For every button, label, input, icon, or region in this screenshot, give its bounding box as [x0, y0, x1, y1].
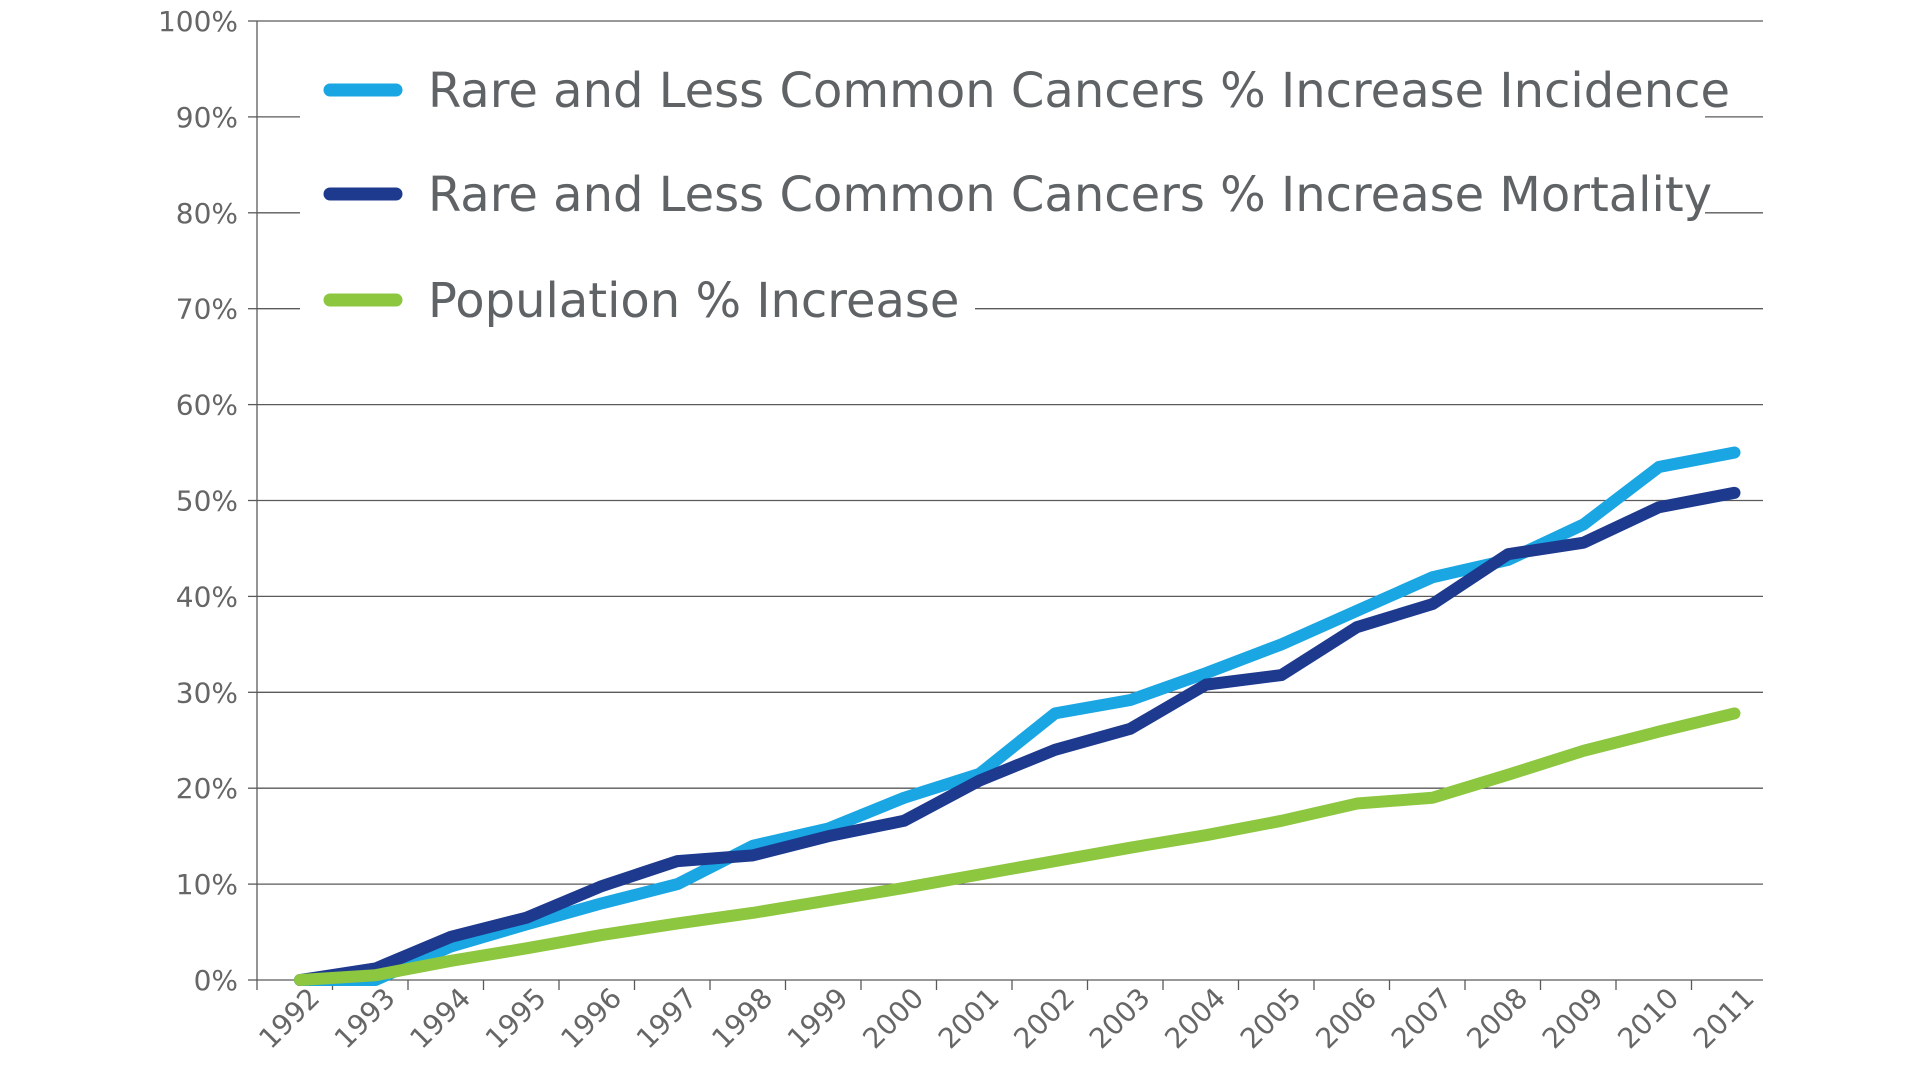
legend: Rare and Less Common Cancers % Increase … — [323, 63, 1730, 329]
x-tick-label: 2003 — [1083, 981, 1157, 1055]
x-tick-label: 1998 — [705, 981, 779, 1055]
x-tick-label: 2002 — [1007, 981, 1081, 1055]
x-tick-label: 1996 — [554, 981, 628, 1055]
y-tick-label: 0% — [194, 964, 238, 997]
y-tick-label: 100% — [158, 5, 238, 38]
x-tick-label: 2011 — [1687, 981, 1761, 1055]
series-line — [294, 446, 1741, 986]
x-tick-label: 2005 — [1234, 981, 1308, 1055]
y-tick-label: 20% — [176, 772, 238, 805]
legend-label: Rare and Less Common Cancers % Increase … — [428, 167, 1712, 223]
legend-label: Rare and Less Common Cancers % Increase … — [428, 63, 1730, 119]
x-tick-label: 2004 — [1158, 981, 1232, 1055]
x-tick-label: 1992 — [252, 981, 326, 1055]
x-tick-label: 1993 — [328, 981, 402, 1055]
x-tick-label: 2006 — [1309, 981, 1383, 1055]
x-tick-label: 1994 — [403, 981, 477, 1055]
y-tick-label: 30% — [176, 676, 238, 709]
series-lines — [294, 446, 1741, 986]
x-tick-label: 2010 — [1611, 981, 1685, 1055]
series-line — [294, 707, 1741, 986]
y-tick-label: 50% — [176, 485, 238, 518]
axes — [256, 21, 1763, 990]
x-tick-label: 1995 — [479, 981, 553, 1055]
x-tick-label: 2009 — [1536, 981, 1610, 1055]
x-tick-label: 2007 — [1385, 981, 1459, 1055]
x-tick-label: 2001 — [932, 981, 1006, 1055]
grid-lines — [248, 20, 1763, 981]
y-tick-label: 80% — [176, 197, 238, 230]
y-tick-label: 70% — [176, 293, 238, 326]
x-axis-tick-labels: 1992 1993 1994 1995 1996 1997 1998 1999 2000 2001… — [252, 981, 1760, 1055]
y-tick-label: 90% — [176, 101, 238, 134]
y-tick-label: 40% — [176, 580, 238, 613]
x-tick-label: 2008 — [1460, 981, 1534, 1055]
x-tick-label: 1997 — [630, 981, 704, 1055]
legend-label: Population % Increase — [428, 273, 959, 329]
series-line — [294, 486, 1741, 986]
y-tick-label: 60% — [176, 389, 238, 422]
x-tick-label: 2000 — [856, 981, 930, 1055]
y-tick-label: 10% — [176, 868, 238, 901]
x-tick-label: 1999 — [781, 981, 855, 1055]
y-axis-tick-labels: 0% 10% 20% 30% 40% 50% 60% 70% 80% 90% 100% — [158, 5, 238, 997]
